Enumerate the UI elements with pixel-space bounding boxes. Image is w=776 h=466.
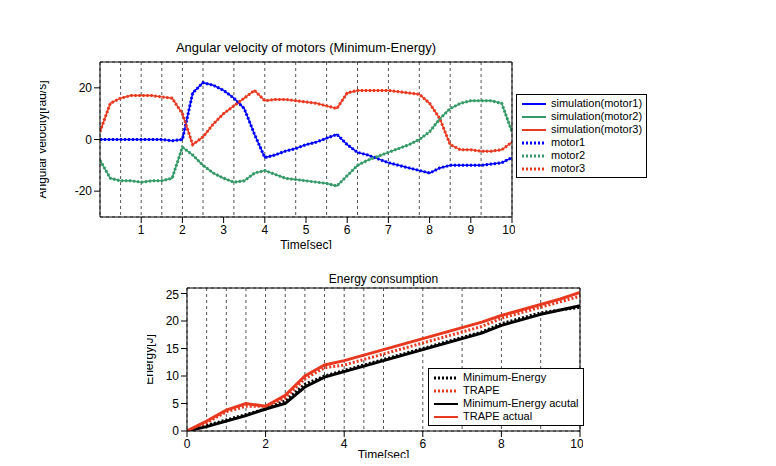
svg-text:0: 0 xyxy=(184,437,191,451)
svg-text:7: 7 xyxy=(385,223,392,237)
html-text:motor2: motor2 xyxy=(551,149,586,161)
svg-text:4: 4 xyxy=(341,437,348,451)
svg-text:Energy[J]: Energy[J] xyxy=(147,334,156,385)
svg-text:10: 10 xyxy=(502,223,515,237)
svg-text:Angular velocity[rad/s]: Angular velocity[rad/s] xyxy=(40,80,49,198)
svg-text:8: 8 xyxy=(498,437,505,451)
svg-text:5: 5 xyxy=(172,397,179,411)
svg-text:10: 10 xyxy=(570,437,583,451)
svg-text:20: 20 xyxy=(79,81,93,95)
svg-text:20: 20 xyxy=(166,314,180,328)
svg-text:3: 3 xyxy=(220,223,227,237)
html-text:motor1: motor1 xyxy=(551,136,586,148)
html-text:TRAPE actual: TRAPE actual xyxy=(463,410,533,422)
html-text:motor3: motor3 xyxy=(551,162,586,174)
svg-text:Time[sec]: Time[sec] xyxy=(280,238,332,249)
html-text:Minimum-Energy: Minimum-Energy xyxy=(463,371,547,383)
html-text:Angular velocity of motors (Mi: Angular velocity of motors (Minimum-Ener… xyxy=(176,40,436,55)
svg-text:-20: -20 xyxy=(75,184,93,198)
svg-text:15: 15 xyxy=(166,342,180,356)
svg-text:8: 8 xyxy=(426,223,433,237)
html-text:simulation(motor3): simulation(motor3) xyxy=(551,123,643,135)
svg-text:6: 6 xyxy=(419,437,426,451)
svg-text:25: 25 xyxy=(166,288,180,302)
svg-text:0: 0 xyxy=(85,133,92,147)
html-text:Minimum-Energy acutal: Minimum-Energy acutal xyxy=(463,397,579,409)
html-text:simulation(motor2): simulation(motor2) xyxy=(551,110,643,122)
html-text:TRAPE: TRAPE xyxy=(463,384,500,396)
svg-text:2: 2 xyxy=(179,223,186,237)
svg-text:Time[sec]: Time[sec] xyxy=(358,448,410,459)
svg-text:0: 0 xyxy=(172,424,179,438)
svg-text:9: 9 xyxy=(467,223,474,237)
html-text:Energy consumption: Energy consumption xyxy=(328,272,439,286)
svg-text:6: 6 xyxy=(344,223,351,237)
svg-text:5: 5 xyxy=(303,223,310,237)
svg-text:2: 2 xyxy=(262,437,269,451)
html-text:simulation(motor1): simulation(motor1) xyxy=(551,97,643,109)
svg-text:1: 1 xyxy=(138,223,145,237)
svg-text:10: 10 xyxy=(166,369,180,383)
svg-text:4: 4 xyxy=(261,223,268,237)
